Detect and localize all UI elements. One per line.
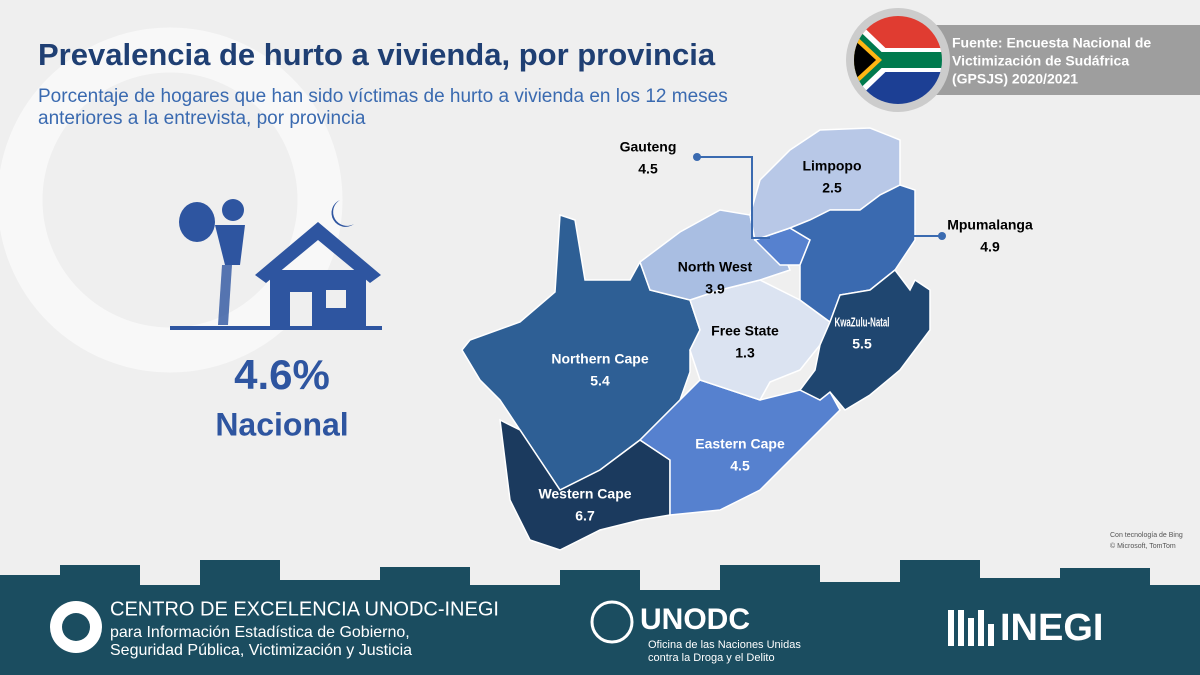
province-value: 2.5 [822, 180, 842, 196]
source: Victimización de Sudáfrica [952, 53, 1129, 69]
ce-logo [62, 613, 90, 641]
leader [697, 156, 770, 239]
inegi-logo [948, 610, 994, 646]
center-line: Seguridad Pública, Victimización y Justi… [110, 642, 412, 659]
province-value: 5.5 [852, 336, 872, 352]
province-name: Northern Cape [551, 351, 648, 367]
unodc-line: contra la Droga y el Delito [648, 652, 775, 664]
center-line: para Información Estadística de Gobierno… [110, 624, 410, 641]
province-name: North West [678, 259, 753, 275]
un-logo [590, 600, 634, 644]
province-name: Mpumalanga [947, 217, 1033, 233]
unodc-line: Oficina de las Naciones Unidas [648, 639, 801, 651]
province-value: 1.3 [735, 345, 755, 361]
province-value: 3.9 [705, 281, 725, 297]
source: (GPSJS) 2020/2021 [952, 71, 1078, 87]
subtitle: anteriores a la entrevista, por provinci… [38, 108, 366, 129]
province [798, 268, 931, 411]
burglary-icon [170, 199, 382, 330]
source: Fuente: Encuesta Nacional de [952, 35, 1151, 51]
map [461, 127, 931, 551]
province-value: 5.4 [590, 373, 610, 389]
province-name: Free State [711, 323, 779, 339]
province-name: Western Cape [538, 486, 631, 502]
title: Prevalencia de hurto a vivienda, por pro… [38, 37, 716, 72]
province-name: Limpopo [802, 158, 861, 174]
province-name: KwaZulu-Natal [835, 314, 890, 329]
attribution: Con tecnología de Bing [1110, 532, 1183, 539]
leader-dot [938, 232, 946, 240]
province-value: 4.5 [730, 458, 750, 474]
province [788, 184, 916, 324]
attribution: © Microsoft, TomTom [1110, 542, 1176, 550]
leader-dot [693, 153, 701, 161]
province-value: 4.9 [980, 239, 1000, 255]
national-value: 4.6% [234, 351, 330, 398]
watermark [0, 27, 343, 373]
province-value: 6.7 [575, 508, 595, 524]
subtitle: Porcentaje de hogares que han sido vícti… [38, 86, 728, 107]
national-label: Nacional [215, 406, 348, 442]
province-name: Eastern Cape [695, 436, 785, 452]
province-name: Gauteng [620, 139, 677, 155]
inegi: INEGI [1000, 607, 1103, 649]
unodc: UNODC [640, 603, 750, 636]
center-name: CENTRO DE EXCELENCIA UNODC-INEGI [110, 598, 499, 620]
province-value: 4.5 [638, 161, 658, 177]
